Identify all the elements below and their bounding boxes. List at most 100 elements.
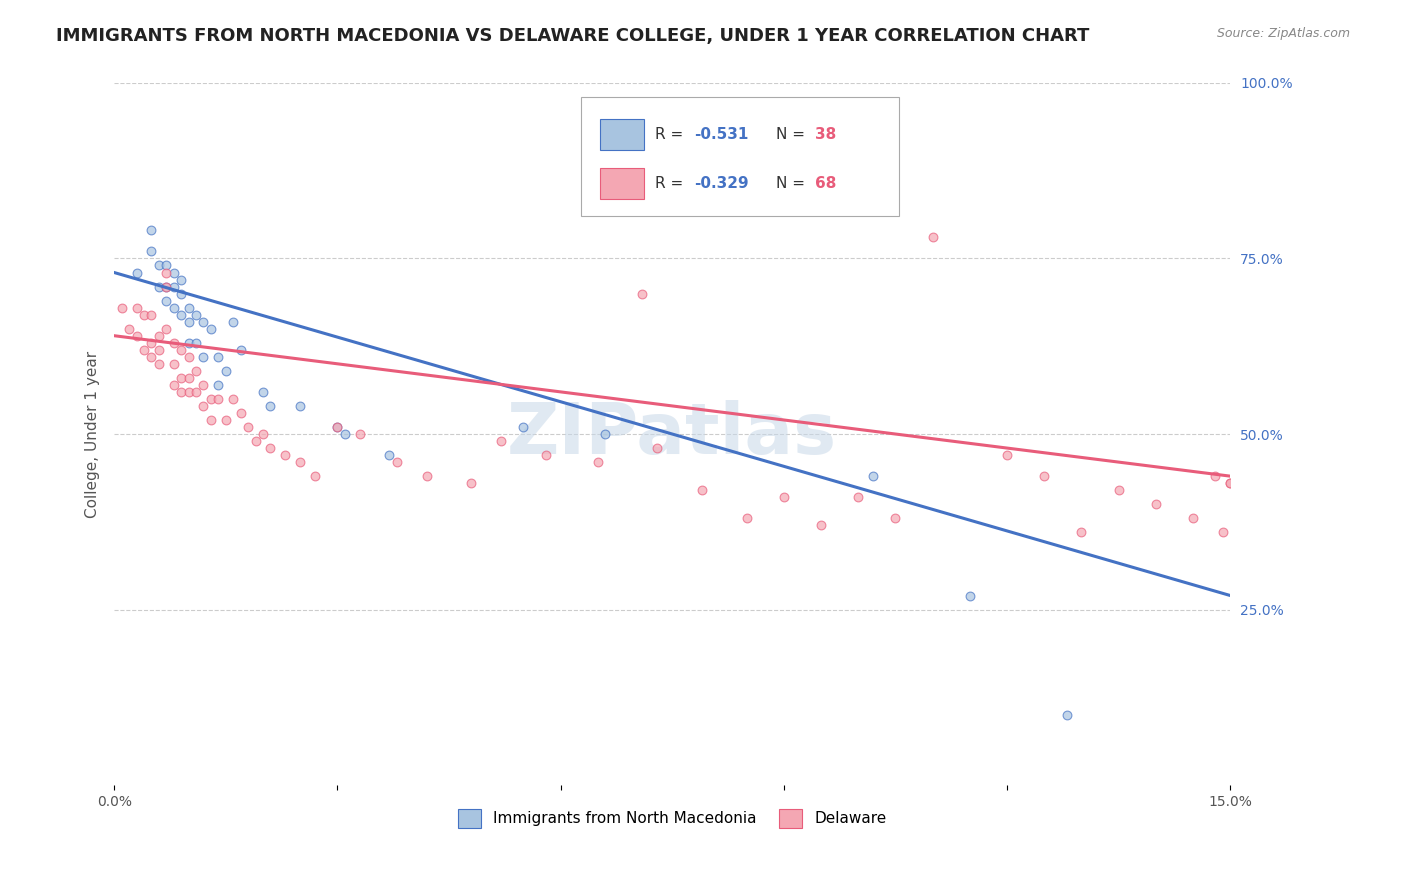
- Point: [177, 315, 200, 329]
- Text: N =: N =: [776, 127, 806, 142]
- Point: [207, 377, 229, 392]
- Point: [884, 511, 907, 525]
- Point: [170, 286, 193, 301]
- Point: [245, 434, 267, 448]
- Point: [489, 434, 512, 448]
- Point: [170, 384, 193, 399]
- Point: [177, 384, 200, 399]
- Point: [735, 511, 758, 525]
- Point: [222, 315, 245, 329]
- Point: [304, 469, 326, 483]
- Point: [163, 377, 186, 392]
- Point: [184, 384, 207, 399]
- Point: [177, 350, 200, 364]
- Bar: [600, 169, 644, 199]
- Point: [193, 315, 215, 329]
- Point: [921, 230, 943, 244]
- Point: [132, 308, 155, 322]
- Point: [1056, 707, 1078, 722]
- Text: Source: ZipAtlas.com: Source: ZipAtlas.com: [1216, 27, 1350, 40]
- Point: [184, 364, 207, 378]
- Point: [810, 518, 832, 533]
- Point: [995, 448, 1018, 462]
- Point: [1070, 525, 1092, 540]
- Point: [148, 259, 170, 273]
- Point: [200, 413, 222, 427]
- Point: [1212, 525, 1234, 540]
- Point: [1219, 476, 1241, 491]
- Point: [163, 279, 186, 293]
- Point: [170, 308, 193, 322]
- Text: -0.329: -0.329: [695, 177, 749, 191]
- Point: [184, 335, 207, 350]
- Point: [207, 392, 229, 406]
- Text: 68: 68: [815, 177, 837, 191]
- Point: [259, 441, 281, 455]
- Point: [333, 427, 356, 442]
- Point: [111, 301, 134, 315]
- Point: [215, 413, 238, 427]
- Y-axis label: College, Under 1 year: College, Under 1 year: [86, 351, 100, 517]
- Point: [1204, 469, 1226, 483]
- Point: [349, 427, 371, 442]
- Point: [125, 266, 148, 280]
- Point: [177, 301, 200, 315]
- Point: [647, 441, 669, 455]
- Point: [631, 286, 654, 301]
- Point: [222, 392, 245, 406]
- Point: [148, 343, 170, 357]
- Point: [177, 371, 200, 385]
- Point: [193, 350, 215, 364]
- Point: [252, 384, 274, 399]
- Point: [846, 490, 869, 504]
- Point: [1219, 476, 1241, 491]
- Point: [200, 321, 222, 335]
- Text: R =: R =: [655, 127, 683, 142]
- Point: [200, 392, 222, 406]
- Bar: [600, 120, 644, 150]
- Point: [163, 301, 186, 315]
- Point: [148, 279, 170, 293]
- Point: [290, 455, 312, 469]
- Point: [155, 293, 177, 308]
- Point: [512, 420, 534, 434]
- Point: [593, 427, 616, 442]
- Point: [252, 427, 274, 442]
- Point: [274, 448, 297, 462]
- Point: [1144, 497, 1167, 511]
- Point: [215, 364, 238, 378]
- Point: [177, 335, 200, 350]
- Point: [141, 223, 163, 237]
- Point: [1108, 483, 1130, 498]
- Text: R =: R =: [655, 177, 683, 191]
- Point: [690, 483, 713, 498]
- Point: [148, 328, 170, 343]
- Point: [155, 279, 177, 293]
- Point: [385, 455, 408, 469]
- Point: [132, 343, 155, 357]
- Text: -0.531: -0.531: [695, 127, 749, 142]
- Point: [155, 266, 177, 280]
- Point: [155, 259, 177, 273]
- Text: ZIPatlas: ZIPatlas: [508, 400, 838, 468]
- Point: [155, 321, 177, 335]
- Point: [229, 343, 252, 357]
- Point: [141, 350, 163, 364]
- Point: [460, 476, 482, 491]
- Point: [193, 399, 215, 413]
- Text: 38: 38: [815, 127, 837, 142]
- Point: [170, 343, 193, 357]
- Point: [163, 357, 186, 371]
- Point: [326, 420, 349, 434]
- Point: [290, 399, 312, 413]
- Point: [415, 469, 437, 483]
- Point: [959, 589, 981, 603]
- Point: [236, 420, 259, 434]
- Point: [259, 399, 281, 413]
- Point: [141, 244, 163, 259]
- Point: [125, 328, 148, 343]
- Point: [207, 350, 229, 364]
- Point: [148, 357, 170, 371]
- Point: [534, 448, 557, 462]
- FancyBboxPatch shape: [581, 97, 898, 217]
